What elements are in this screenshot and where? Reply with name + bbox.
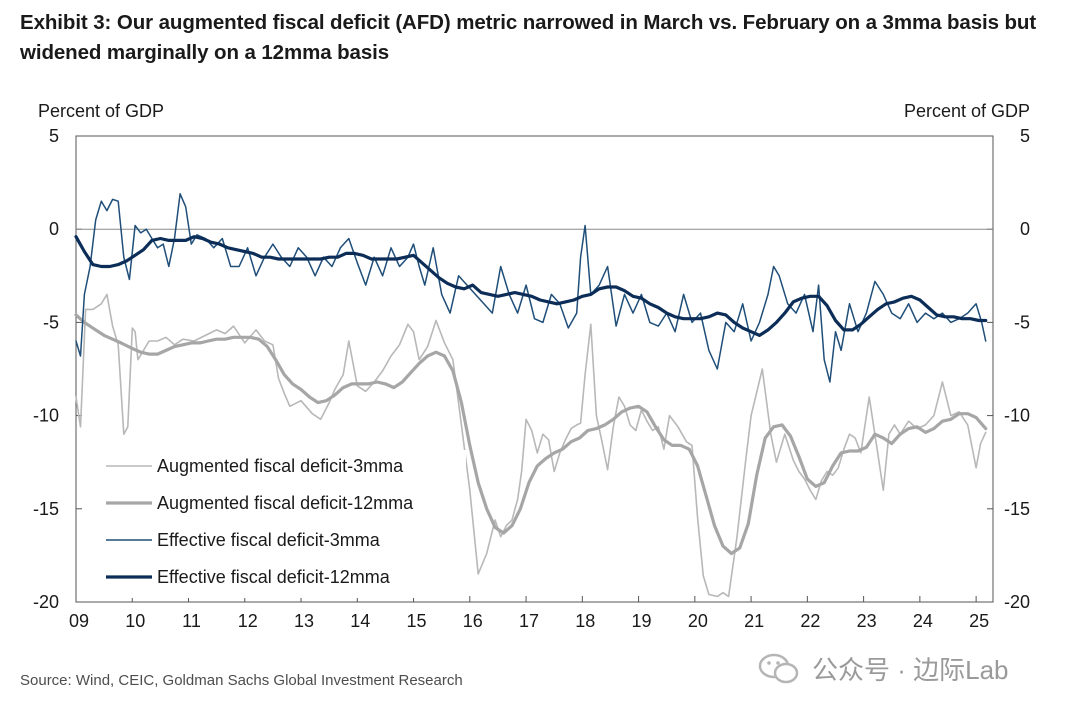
- left-y-tick-label: -15: [33, 499, 59, 519]
- x-tick-label: 09: [69, 611, 89, 631]
- x-tick-label: 10: [125, 611, 145, 631]
- left-y-tick-label: -10: [33, 406, 59, 426]
- x-tick-label: 20: [688, 611, 708, 631]
- left-y-tick-label: -5: [43, 312, 59, 332]
- x-tick-label: 21: [744, 611, 764, 631]
- series-line-4: [74, 235, 988, 337]
- x-tick-label: 25: [969, 611, 989, 631]
- left-y-tick-label: -20: [33, 592, 59, 612]
- legend-label-2: Augmented fiscal deficit-12mma: [157, 493, 414, 513]
- right-y-tick-label: -10: [1004, 406, 1030, 426]
- x-tick-label: 24: [913, 611, 933, 631]
- x-tick-label: 16: [463, 611, 483, 631]
- x-tick-label: 18: [575, 611, 595, 631]
- x-tick-label: 11: [182, 611, 201, 631]
- wechat-logo: [758, 653, 799, 684]
- plot-frame: [75, 135, 994, 603]
- legend-label-1: Augmented fiscal deficit-3mma: [157, 456, 404, 476]
- x-tick-label: 14: [350, 611, 370, 631]
- right-y-tick-label: -20: [1004, 592, 1030, 612]
- series-line-2: [74, 313, 988, 556]
- x-tick-label: 17: [519, 611, 539, 631]
- left-axis-label: Percent of GDP: [38, 101, 164, 121]
- right-axis-label: Percent of GDP: [904, 101, 1030, 121]
- x-tick-label: 12: [238, 611, 258, 631]
- chart-title: Exhibit 3: Our augmented fiscal deficit …: [20, 11, 1037, 64]
- series-line-3: [75, 193, 987, 383]
- legend-label-4: Effective fiscal deficit-12mma: [157, 567, 391, 587]
- series-line-1: [75, 293, 987, 598]
- right-y-tick-label: 5: [1020, 126, 1030, 146]
- x-tick-label: 15: [407, 611, 427, 631]
- left-y-tick-label: 5: [49, 126, 59, 146]
- x-tick-label: 22: [800, 611, 820, 631]
- watermark: 公众号 · 边际Lab: [812, 655, 1009, 685]
- source-note: Source: Wind, CEIC, Goldman Sachs Global…: [20, 672, 463, 689]
- legend-label-3: Effective fiscal deficit-3mma: [157, 530, 381, 550]
- x-tick-label: 23: [857, 611, 877, 631]
- legend-background: [96, 450, 466, 598]
- left-y-tick-label: 0: [49, 219, 59, 239]
- right-y-tick-label: -15: [1004, 499, 1030, 519]
- x-tick-label: 19: [632, 611, 652, 631]
- right-y-tick-label: 0: [1020, 219, 1030, 239]
- right-y-tick-label: -5: [1014, 312, 1030, 332]
- x-tick-label: 13: [294, 611, 314, 631]
